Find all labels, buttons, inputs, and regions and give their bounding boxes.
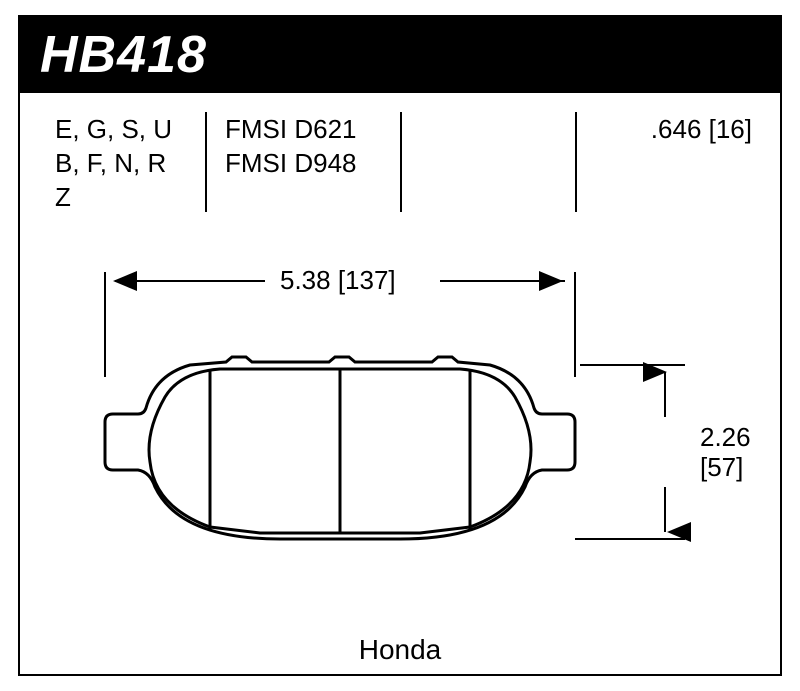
- column-compounds: E, G, S, U B, F, N, R Z: [55, 112, 172, 214]
- compound-line: E, G, S, U: [55, 112, 172, 146]
- divider: [575, 112, 577, 212]
- column-thickness: .646 [16]: [651, 112, 752, 146]
- column-fmsi: FMSI D621 FMSI D948: [225, 112, 357, 180]
- fmsi-line: FMSI D621: [225, 112, 357, 146]
- divider: [400, 112, 402, 212]
- divider: [205, 112, 207, 212]
- part-number: HB418: [40, 25, 207, 85]
- height-dimension-mm: [57]: [700, 452, 743, 483]
- brand-label: Honda: [20, 634, 780, 666]
- height-dimension-in: 2.26: [700, 422, 751, 453]
- diagram-area: 5.38 [137] 2.26 [57]: [20, 247, 780, 647]
- fmsi-line: FMSI D948: [225, 146, 357, 180]
- outer-frame: HB418 E, G, S, U B, F, N, R Z FMSI D621 …: [18, 15, 782, 676]
- spec-row: E, G, S, U B, F, N, R Z FMSI D621 FMSI D…: [20, 112, 780, 222]
- compound-line: B, F, N, R: [55, 146, 172, 180]
- brake-pad-drawing: [20, 247, 784, 647]
- compound-line: Z: [55, 180, 172, 214]
- width-dimension: 5.38 [137]: [280, 265, 396, 296]
- title-bar: HB418: [20, 17, 780, 93]
- thickness-value: .646 [16]: [651, 112, 752, 146]
